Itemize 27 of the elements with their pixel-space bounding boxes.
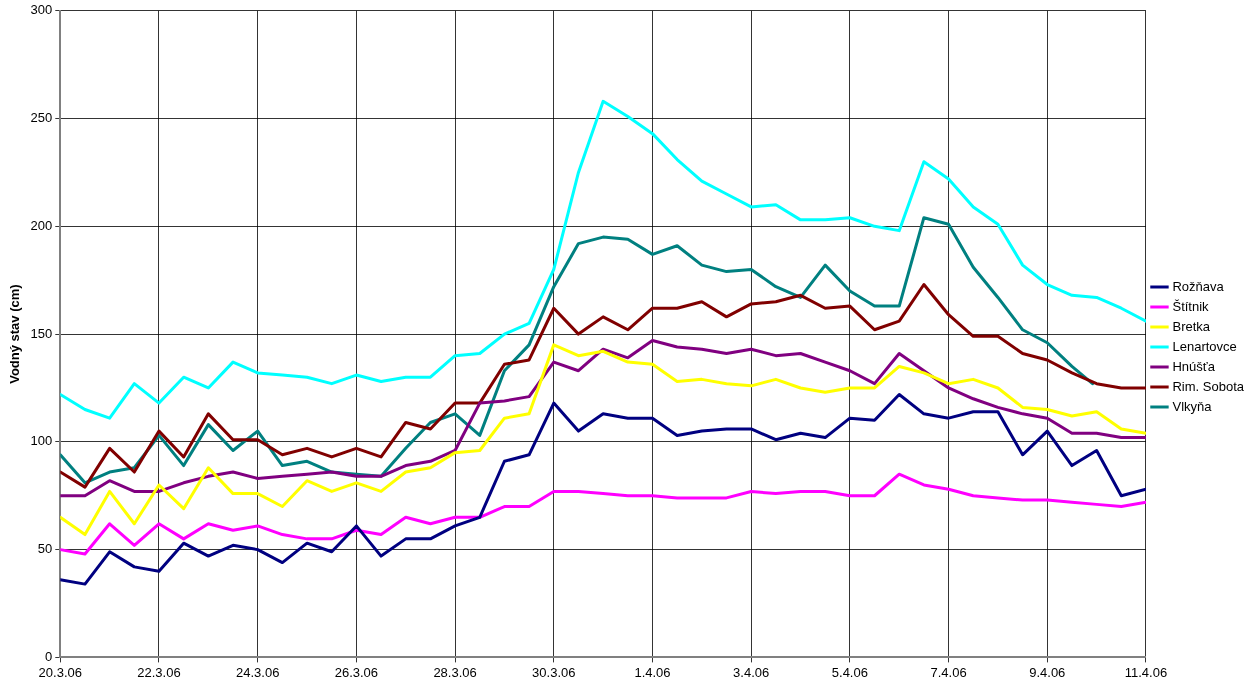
legend-label: Hnúšťa <box>1172 358 1216 374</box>
legend-label: Lenartovce <box>1172 338 1237 354</box>
y-tick-label: 300 <box>30 2 53 18</box>
legend-label: Štítnik <box>1172 298 1210 314</box>
legend-label: Rožňava <box>1172 278 1225 294</box>
legend-label: Vlkyňa <box>1172 398 1213 414</box>
y-axis-title: Vodný stav (cm) <box>7 284 23 384</box>
x-tick-label: 24.3.06 <box>236 664 280 680</box>
x-tick-label: 1.4.06 <box>634 664 671 680</box>
x-tick-label: 22.3.06 <box>137 664 181 680</box>
x-tick-label: 9.4.06 <box>1029 664 1066 680</box>
y-tick-label: 250 <box>30 110 53 126</box>
x-tick-label: 11.4.06 <box>1124 664 1168 680</box>
x-tick-label: 28.3.06 <box>433 664 477 680</box>
legend-label: Bretka <box>1172 318 1211 334</box>
y-tick-label: 100 <box>30 433 53 449</box>
x-tick-label: 7.4.06 <box>930 664 967 680</box>
x-tick-label: 30.3.06 <box>532 664 576 680</box>
y-tick-label: 0 <box>45 648 53 664</box>
x-tick-label: 5.4.06 <box>831 664 868 680</box>
x-tick-label: 26.3.06 <box>334 664 379 680</box>
y-tick-label: 200 <box>30 217 53 233</box>
x-tick-label: 20.3.06 <box>38 664 82 680</box>
legend-label: Rim. Sobota <box>1172 378 1245 394</box>
x-tick-label: 3.4.06 <box>733 664 770 680</box>
y-tick-label: 50 <box>37 541 53 557</box>
y-tick-label: 150 <box>30 325 53 341</box>
